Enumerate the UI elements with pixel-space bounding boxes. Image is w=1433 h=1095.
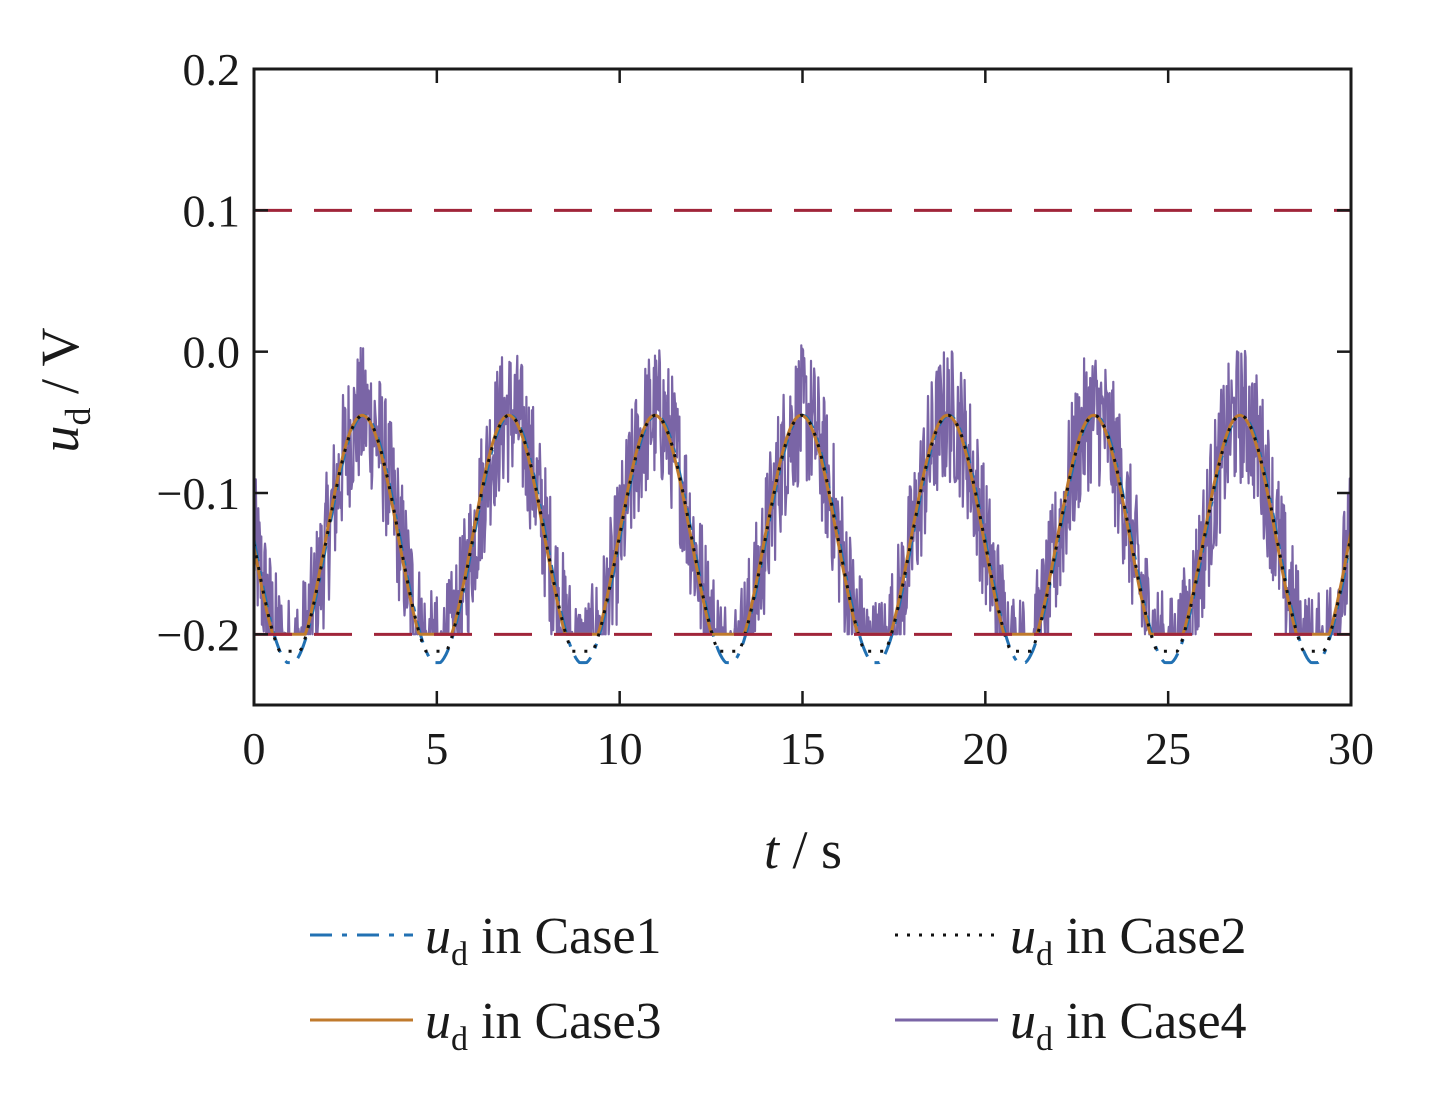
series-case4-line: [252, 344, 1353, 636]
legend-rest: in Case3: [468, 993, 662, 1050]
legend-sub: d: [451, 936, 468, 973]
x-tick-label: 15: [780, 723, 826, 774]
x-axis-title: t / s: [764, 820, 842, 880]
x-tick-label: 25: [1145, 723, 1191, 774]
y-axis-title: ud / V: [30, 327, 98, 452]
x-axis-var: t: [764, 820, 781, 880]
legend-var: u: [1010, 908, 1036, 965]
series-case2-line: [252, 413, 1353, 653]
legend-var: u: [425, 908, 451, 965]
plot-lines: [252, 208, 1353, 665]
y-tick-label: 0.2: [183, 44, 241, 95]
y-axis-unit: / V: [30, 327, 90, 407]
x-tick-label: 20: [962, 723, 1008, 774]
legend-sub: d: [1036, 1021, 1053, 1058]
legend-rest: in Case4: [1053, 993, 1247, 1050]
y-axis-var: u: [30, 426, 90, 453]
y-axis-sub: d: [58, 408, 98, 426]
legend-label-case3: ud in Case3: [425, 993, 662, 1058]
y-tick-label: 0.1: [183, 185, 241, 236]
legend-var: u: [425, 993, 451, 1050]
legend-sub: d: [451, 1021, 468, 1058]
legend-label-case4: ud in Case4: [1010, 993, 1247, 1058]
y-tick-label: 0.0: [183, 327, 241, 378]
legend-label-case1: ud in Case1: [425, 908, 662, 973]
legend-rest: in Case2: [1053, 908, 1247, 965]
y-tick-label: −0.1: [157, 468, 240, 519]
legend-var: u: [1010, 993, 1036, 1050]
legend-label-case2: ud in Case2: [1010, 908, 1247, 973]
x-tick-label: 5: [425, 723, 448, 774]
x-tick-label: 10: [597, 723, 643, 774]
y-tick-label: −0.2: [157, 609, 240, 660]
axis-ticks: [252, 67, 1353, 705]
x-tick-label: 30: [1328, 723, 1374, 774]
legend-rest: in Case1: [468, 908, 662, 965]
x-tick-label: 0: [243, 723, 266, 774]
tick-labels: 0 5 10 15 20 25 30 0.2 0.1 0.0 −0.1 −0.2: [157, 44, 1374, 774]
x-axis-unit: / s: [779, 820, 842, 880]
legend-sub: d: [1036, 936, 1053, 973]
